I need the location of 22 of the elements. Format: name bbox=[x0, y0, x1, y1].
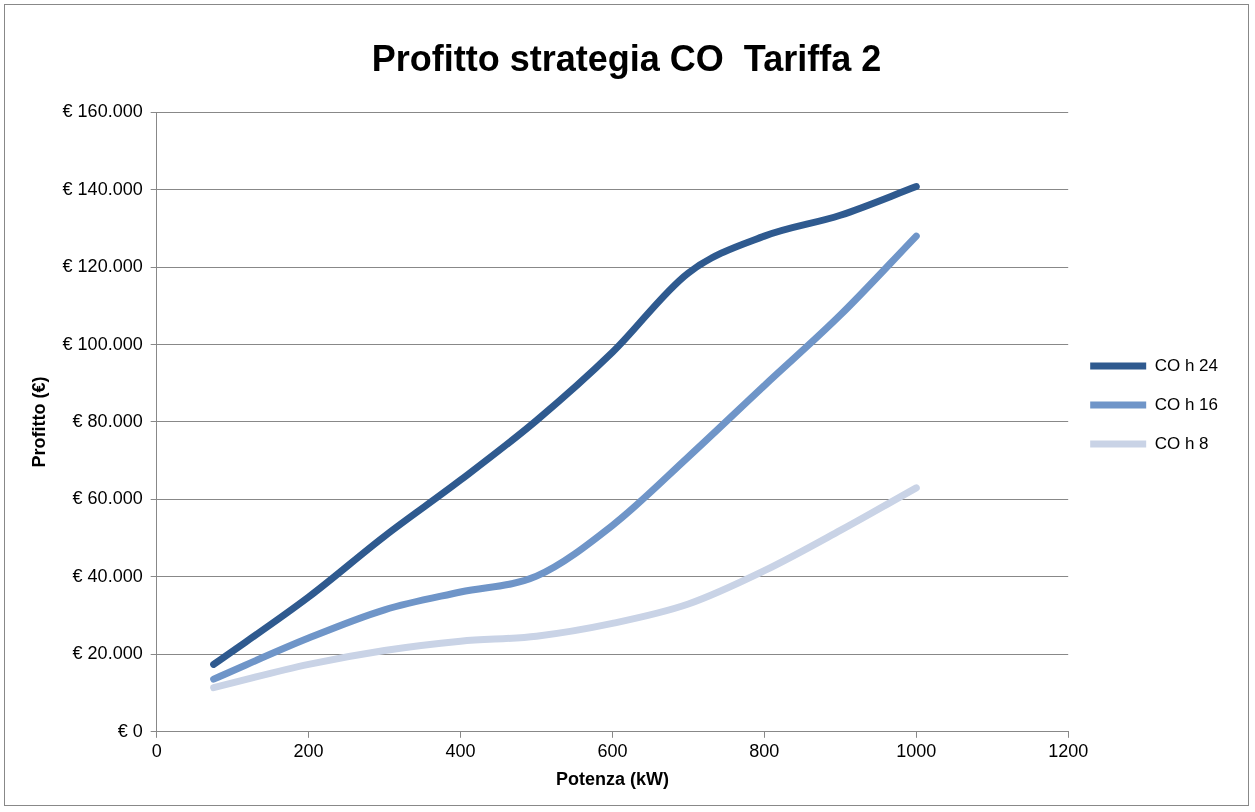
x-tick-label: 0 bbox=[151, 740, 162, 761]
y-tick-label: € 0 bbox=[117, 720, 143, 741]
y-tick-label: € 40.000 bbox=[72, 565, 143, 586]
x-tick-label: 1000 bbox=[896, 740, 937, 761]
y-tick-label: € 80.000 bbox=[72, 410, 143, 431]
x-tick-label: 600 bbox=[597, 740, 628, 761]
y-tick-label: € 140.000 bbox=[62, 178, 143, 199]
x-tick-label: 800 bbox=[749, 740, 780, 761]
y-tick-label: € 120.000 bbox=[62, 256, 143, 277]
y-tick-label: € 160.000 bbox=[62, 101, 143, 122]
x-tick-label: 1200 bbox=[1048, 740, 1089, 761]
x-axis-title: Potenza (kW) bbox=[555, 769, 669, 790]
legend-label: CO h 24 bbox=[1154, 355, 1218, 375]
x-tick-label: 400 bbox=[445, 740, 476, 761]
legend-label: CO h 8 bbox=[1154, 433, 1209, 453]
x-tick-label: 200 bbox=[293, 740, 324, 761]
legend-label: CO h 16 bbox=[1154, 394, 1218, 414]
y-tick-label: € 100.000 bbox=[62, 333, 143, 354]
y-tick-label: € 60.000 bbox=[72, 488, 143, 509]
y-tick-label: € 20.000 bbox=[72, 643, 143, 664]
chart-title: Profitto strategia CO Tariffa 2 bbox=[371, 37, 882, 79]
y-axis-title: Profitto (€) bbox=[28, 376, 49, 468]
